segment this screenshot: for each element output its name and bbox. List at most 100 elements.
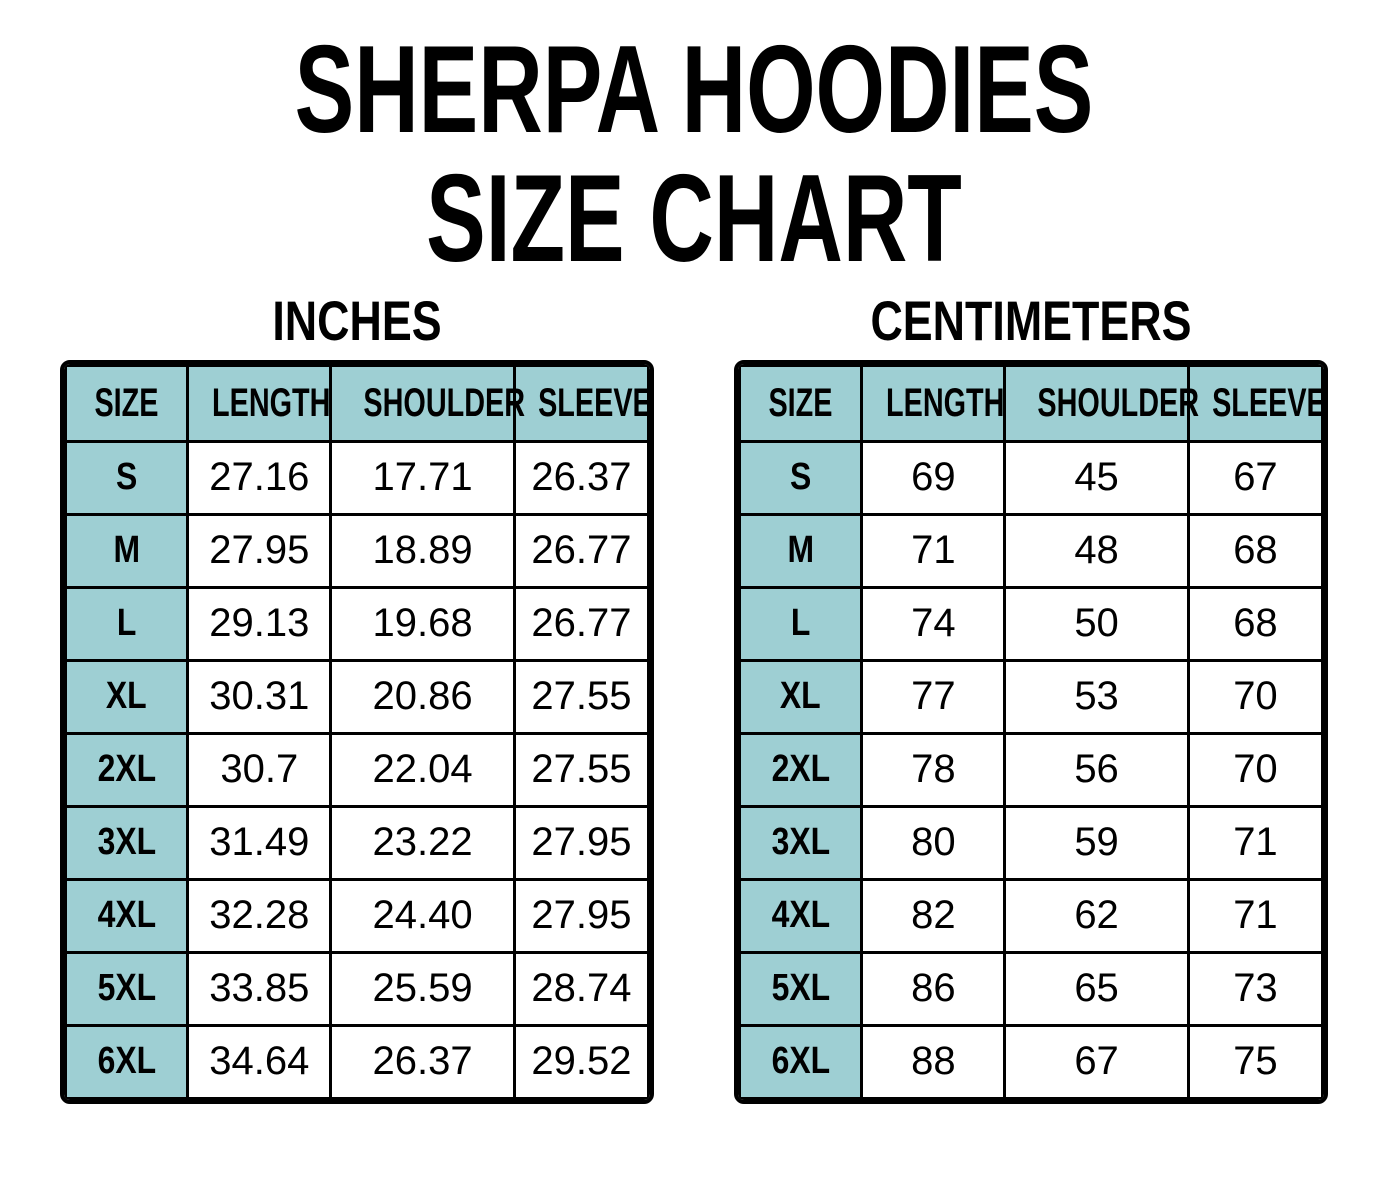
length-cell: 69 [860, 439, 1007, 516]
size-label: XL [106, 675, 148, 718]
sleeve-cell: 70 [1186, 731, 1324, 808]
size-cell: M [64, 512, 190, 589]
shoulder-cell: 24.40 [329, 877, 516, 954]
size-label: S [790, 456, 812, 499]
table-row: 6XL 88 67 75 [738, 1023, 1324, 1100]
size-cell: 2XL [64, 731, 190, 808]
column-header-shoulder: SHOULDER [1003, 363, 1199, 443]
size-label: 6XL [97, 1040, 156, 1083]
table-row: L 29.13 19.68 26.77 [64, 585, 650, 662]
size-label: XL [780, 675, 822, 718]
size-label: M [113, 529, 140, 572]
column-header-shoulder: SHOULDER [329, 363, 525, 443]
sleeve-cell: 26.77 [512, 512, 650, 589]
sleeve-cell: 27.95 [512, 877, 650, 954]
table-row: 3XL 80 59 71 [738, 804, 1324, 881]
shoulder-cell: 59 [1003, 804, 1190, 881]
centimeters-table-border: SIZE LENGTH SHOULDER SLEEVE S 69 45 67 [734, 359, 1328, 1104]
sleeve-cell: 68 [1186, 585, 1324, 662]
size-cell: L [64, 585, 190, 662]
size-cell: 6XL [738, 1023, 864, 1100]
inches-table-block: INCHES SIZE LENGTH SHOULDER SLEEVE [60, 288, 654, 1104]
chart-title-line1: SHERPA HOODIES [294, 21, 1094, 159]
size-label: 5XL [771, 967, 830, 1010]
sleeve-cell: 73 [1186, 950, 1324, 1027]
table-header-row: SIZE LENGTH SHOULDER SLEEVE [738, 363, 1324, 443]
table-row: XL 30.31 20.86 27.55 [64, 658, 650, 735]
length-cell: 71 [860, 512, 1007, 589]
table-row: 3XL 31.49 23.22 27.95 [64, 804, 650, 881]
size-cell: L [738, 585, 864, 662]
size-cell: XL [738, 658, 864, 735]
table-row: S 69 45 67 [738, 439, 1324, 516]
size-label: 3XL [771, 821, 830, 864]
sleeve-cell: 29.52 [512, 1023, 650, 1100]
shoulder-cell: 50 [1003, 585, 1190, 662]
shoulder-cell: 53 [1003, 658, 1190, 735]
size-label: S [116, 456, 138, 499]
size-label: M [787, 529, 814, 572]
shoulder-cell: 23.22 [329, 804, 516, 881]
length-cell: 30.7 [186, 731, 333, 808]
shoulder-cell: 18.89 [329, 512, 516, 589]
column-header-shoulder-label: SHOULDER [363, 380, 526, 425]
length-cell: 80 [860, 804, 1007, 881]
table-row: 4XL 82 62 71 [738, 877, 1324, 954]
column-header-size-label: SIZE [94, 380, 159, 425]
table-row: M 27.95 18.89 26.77 [64, 512, 650, 589]
length-cell: 88 [860, 1023, 1007, 1100]
inches-table: SIZE LENGTH SHOULDER SLEEVE S 27.16 17.7… [64, 363, 650, 1100]
length-cell: 32.28 [186, 877, 333, 954]
shoulder-cell: 26.37 [329, 1023, 516, 1100]
table-row: M 71 48 68 [738, 512, 1324, 589]
sleeve-cell: 27.55 [512, 731, 650, 808]
shoulder-cell: 22.04 [329, 731, 516, 808]
centimeters-table: SIZE LENGTH SHOULDER SLEEVE S 69 45 67 [738, 363, 1324, 1100]
size-cell: 2XL [738, 731, 864, 808]
size-cell: 3XL [64, 804, 190, 881]
sleeve-cell: 27.55 [512, 658, 650, 735]
sleeve-cell: 70 [1186, 658, 1324, 735]
table-row: 2XL 78 56 70 [738, 731, 1324, 808]
length-cell: 77 [860, 658, 1007, 735]
sleeve-cell: 75 [1186, 1023, 1324, 1100]
shoulder-cell: 67 [1003, 1023, 1190, 1100]
table-row: 6XL 34.64 26.37 29.52 [64, 1023, 650, 1100]
size-label: L [790, 602, 811, 645]
size-cell: 5XL [738, 950, 864, 1027]
length-cell: 82 [860, 877, 1007, 954]
sleeve-cell: 71 [1186, 877, 1324, 954]
table-header-row: SIZE LENGTH SHOULDER SLEEVE [64, 363, 650, 443]
sleeve-cell: 68 [1186, 512, 1324, 589]
column-header-sleeve: SLEEVE [512, 363, 650, 443]
shoulder-cell: 45 [1003, 439, 1190, 516]
column-header-length-label: LENGTH [212, 380, 331, 425]
size-cell: 4XL [738, 877, 864, 954]
table-row: 5XL 33.85 25.59 28.74 [64, 950, 650, 1027]
sleeve-cell: 27.95 [512, 804, 650, 881]
column-header-shoulder-label: SHOULDER [1037, 380, 1200, 425]
column-header-sleeve-label: SLEEVE [537, 380, 652, 425]
length-cell: 30.31 [186, 658, 333, 735]
shoulder-cell: 17.71 [329, 439, 516, 516]
size-label: 6XL [771, 1040, 830, 1083]
size-cell: 3XL [738, 804, 864, 881]
column-header-size-label: SIZE [768, 380, 833, 425]
length-cell: 29.13 [186, 585, 333, 662]
table-row: L 74 50 68 [738, 585, 1324, 662]
centimeters-table-block: CENTIMETERS SIZE LENGTH SHOULDER SLEEVE [734, 288, 1328, 1104]
column-header-sleeve: SLEEVE [1186, 363, 1324, 443]
length-cell: 27.95 [186, 512, 333, 589]
inches-table-border: SIZE LENGTH SHOULDER SLEEVE S 27.16 17.7… [60, 359, 654, 1104]
shoulder-cell: 65 [1003, 950, 1190, 1027]
length-cell: 31.49 [186, 804, 333, 881]
column-header-length: LENGTH [186, 363, 333, 443]
size-label: 2XL [97, 748, 156, 791]
sleeve-cell: 71 [1186, 804, 1324, 881]
length-cell: 33.85 [186, 950, 333, 1027]
sleeve-cell: 26.37 [512, 439, 650, 516]
column-header-sleeve-label: SLEEVE [1211, 380, 1326, 425]
shoulder-cell: 19.68 [329, 585, 516, 662]
length-cell: 78 [860, 731, 1007, 808]
